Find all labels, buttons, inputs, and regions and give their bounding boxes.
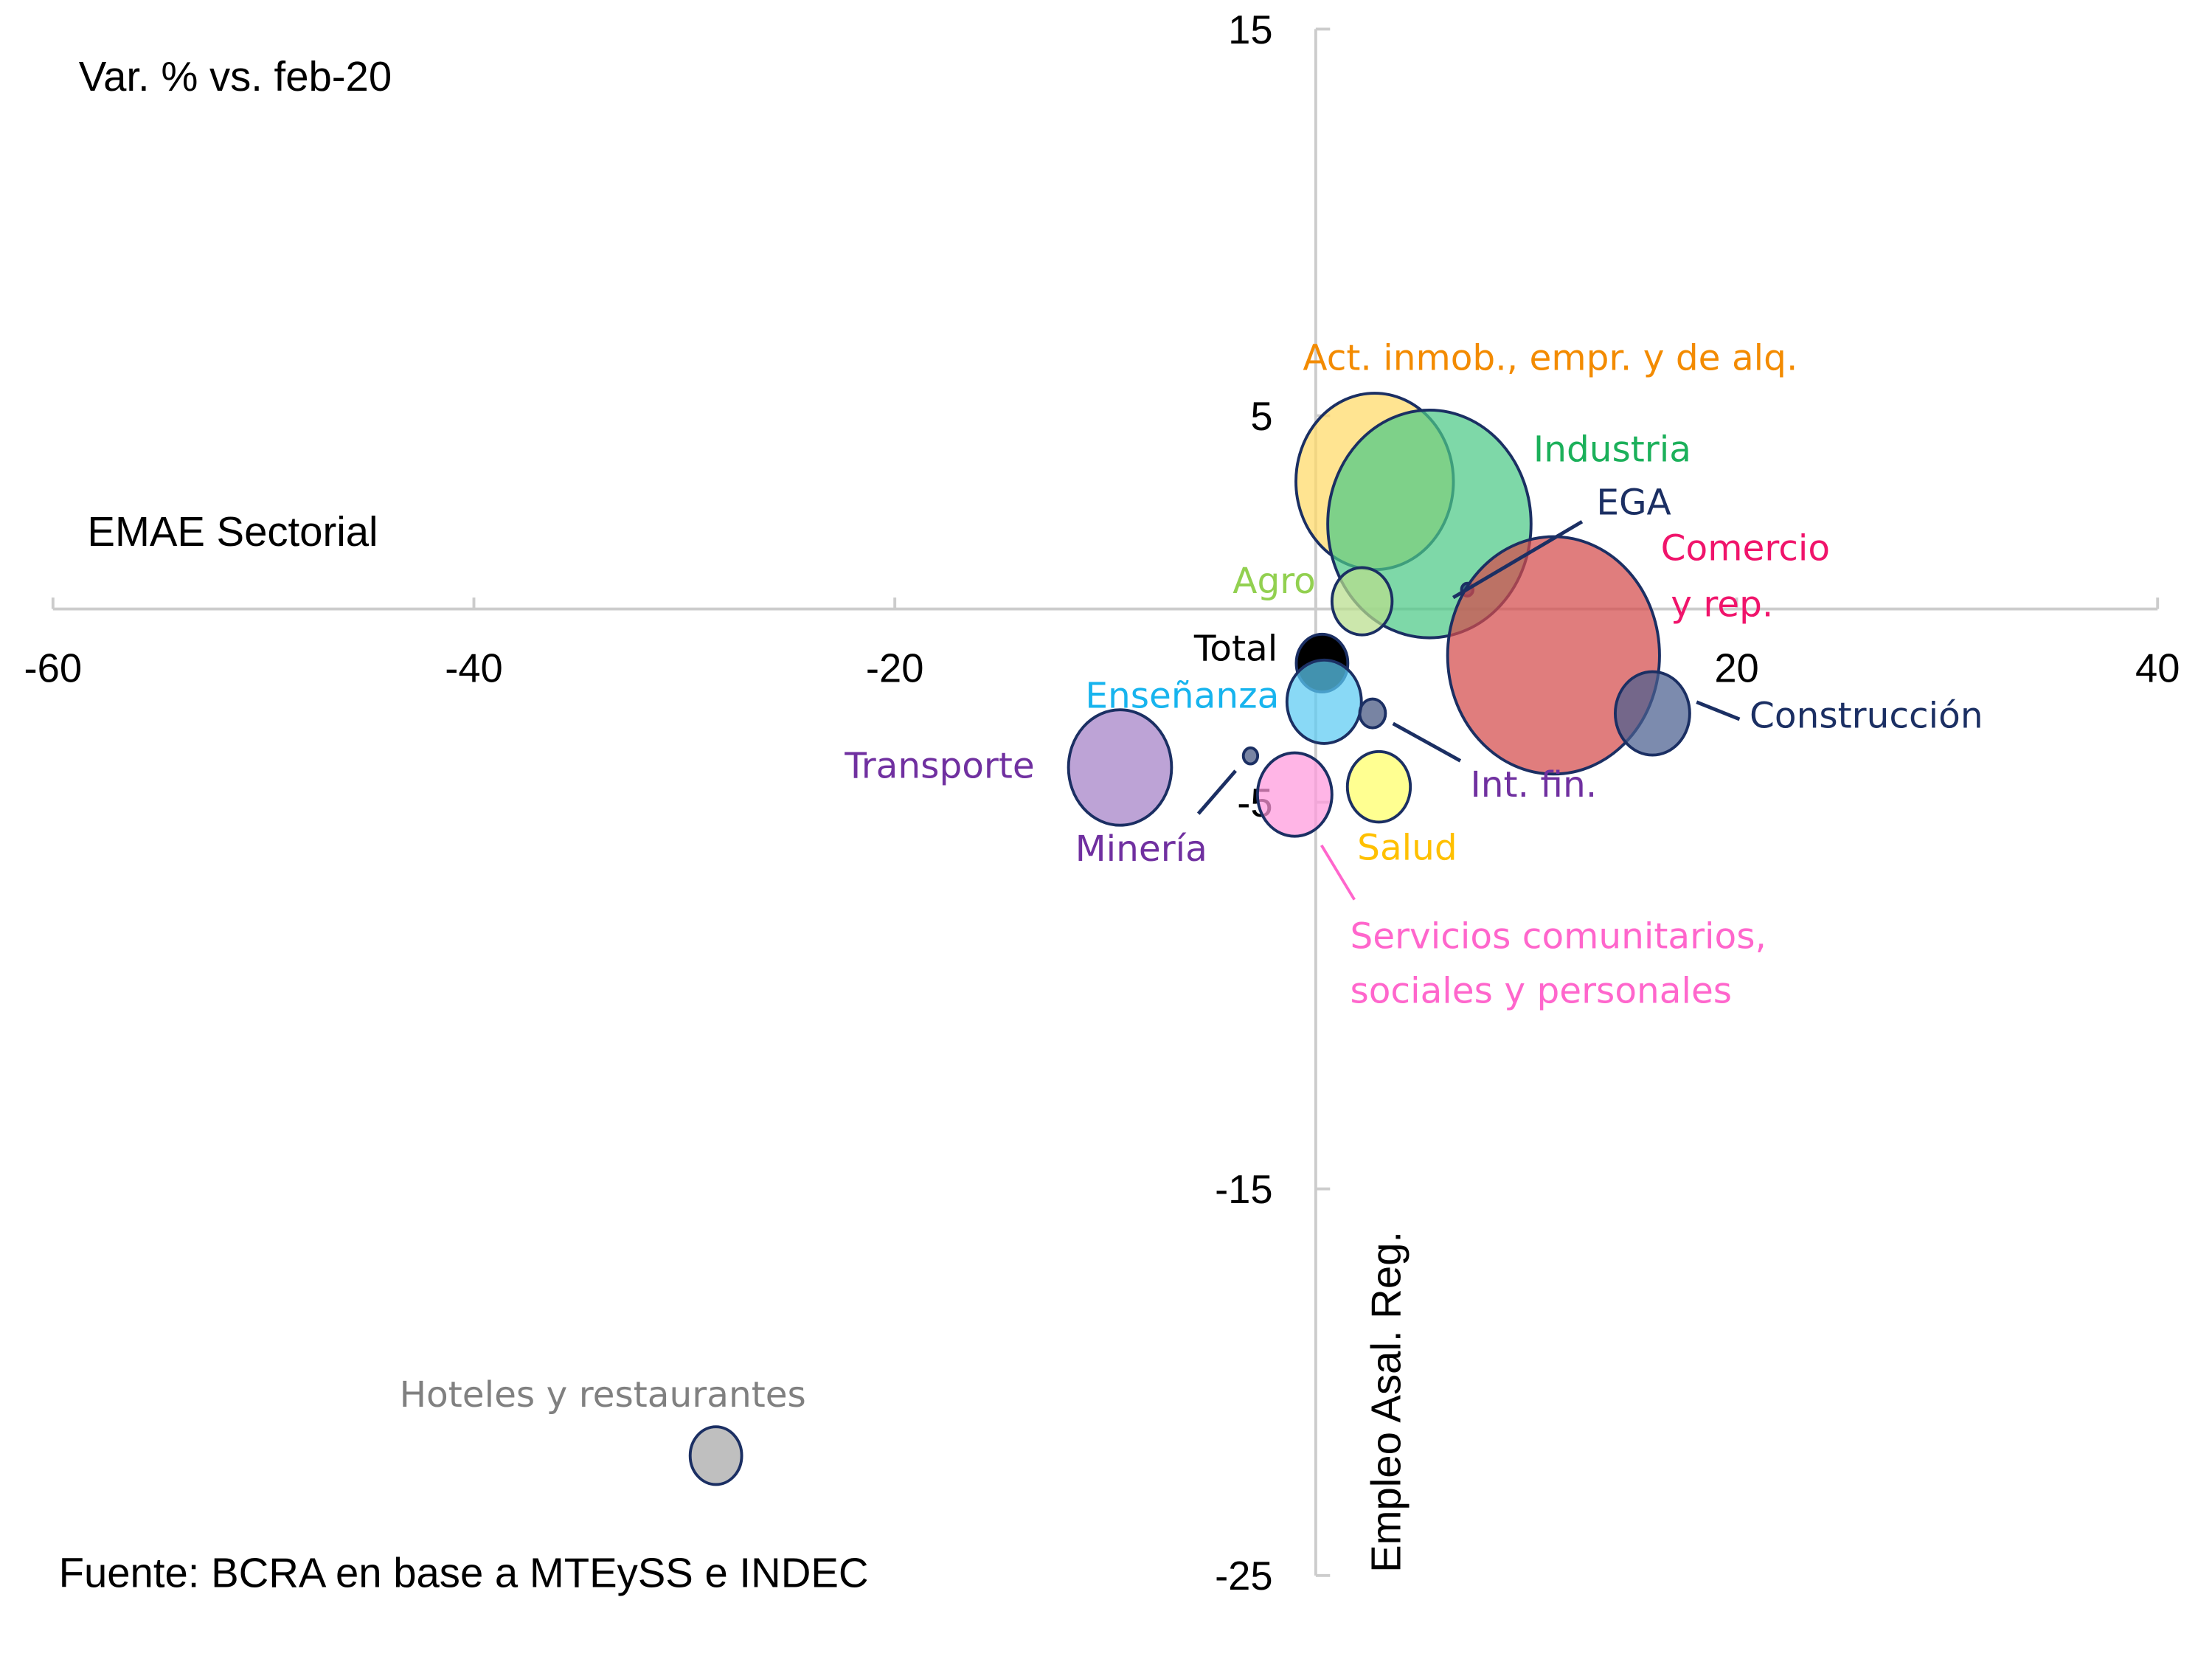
- y-tick-label: 5: [1250, 394, 1272, 439]
- label-comercio-2: y rep.: [1671, 583, 1773, 625]
- y-tick-label: 15: [1228, 7, 1272, 52]
- label-hoteles: Hoteles y restaurantes: [400, 1374, 806, 1416]
- leader-intfin: [1392, 721, 1462, 763]
- y-axis-title: Empleo Asal. Reg.: [1362, 1231, 1409, 1573]
- axes: -60 -40 -20 20 40 155-5-15-25: [24, 7, 2180, 1599]
- x-tick-label: -20: [866, 646, 924, 691]
- bubble-construcción: [1614, 670, 1691, 757]
- bubble-minería: [1241, 746, 1260, 766]
- label-act-inmob: Act. inmob., empr. y de alq.: [1303, 337, 1797, 378]
- label-servicios-1: Servicios comunitarios,: [1350, 916, 1766, 957]
- x-tick-label: -40: [445, 646, 503, 691]
- label-mineria: Minería: [1075, 828, 1207, 870]
- bubble-enseñanza: [1285, 658, 1363, 745]
- subtitle: Var. % vs. feb-20: [79, 53, 392, 100]
- label-ega: EGA: [1596, 482, 1671, 523]
- label-total: Total: [1193, 628, 1277, 669]
- source-note: Fuente: BCRA en base a MTEySS e INDEC: [59, 1549, 869, 1596]
- bubble-salud: [1345, 749, 1412, 824]
- label-transporte: Transporte: [844, 746, 1035, 787]
- leader-construccion: [1696, 700, 1741, 721]
- label-salud: Salud: [1357, 827, 1457, 868]
- label-intfin: Int. fin.: [1471, 764, 1598, 806]
- y-tick-label: -15: [1215, 1167, 1273, 1212]
- bubble-agro: [1330, 566, 1394, 637]
- x-tick-label: 40: [2135, 646, 2180, 691]
- leader-servicios: [1320, 844, 1356, 901]
- label-industria: Industria: [1533, 429, 1691, 471]
- x-axis-title: EMAE Sectorial: [87, 508, 378, 555]
- label-servicios-2: sociales y personales: [1350, 970, 1732, 1011]
- y-tick-label: -25: [1215, 1554, 1273, 1599]
- bubble-transporte: [1067, 708, 1173, 827]
- leader-ega: [1452, 520, 1584, 600]
- y-ticks: 155-5-15-25: [1215, 7, 1331, 1599]
- bubble-int-fin: [1358, 697, 1387, 730]
- data-labels: Act. inmob., empr. y de alq. Industria E…: [400, 337, 1983, 1415]
- x-ticks: -60 -40 -20 20 40: [24, 598, 2180, 691]
- label-ensenanza: Enseñanza: [1085, 676, 1279, 717]
- label-comercio-1: Comercio: [1661, 528, 1830, 569]
- x-tick-label: -60: [24, 646, 83, 691]
- label-construccion: Construcción: [1750, 696, 1983, 737]
- bubble-hoteles-y-restaurantes: [688, 1425, 743, 1486]
- x-tick-label: 20: [1714, 646, 1758, 691]
- label-agro: Agro: [1232, 561, 1316, 602]
- bubble-servicios-comunitarios-sociales-y-personales: [1255, 751, 1334, 838]
- leader-lines: [1196, 520, 1741, 901]
- leader-mineria: [1196, 769, 1238, 815]
